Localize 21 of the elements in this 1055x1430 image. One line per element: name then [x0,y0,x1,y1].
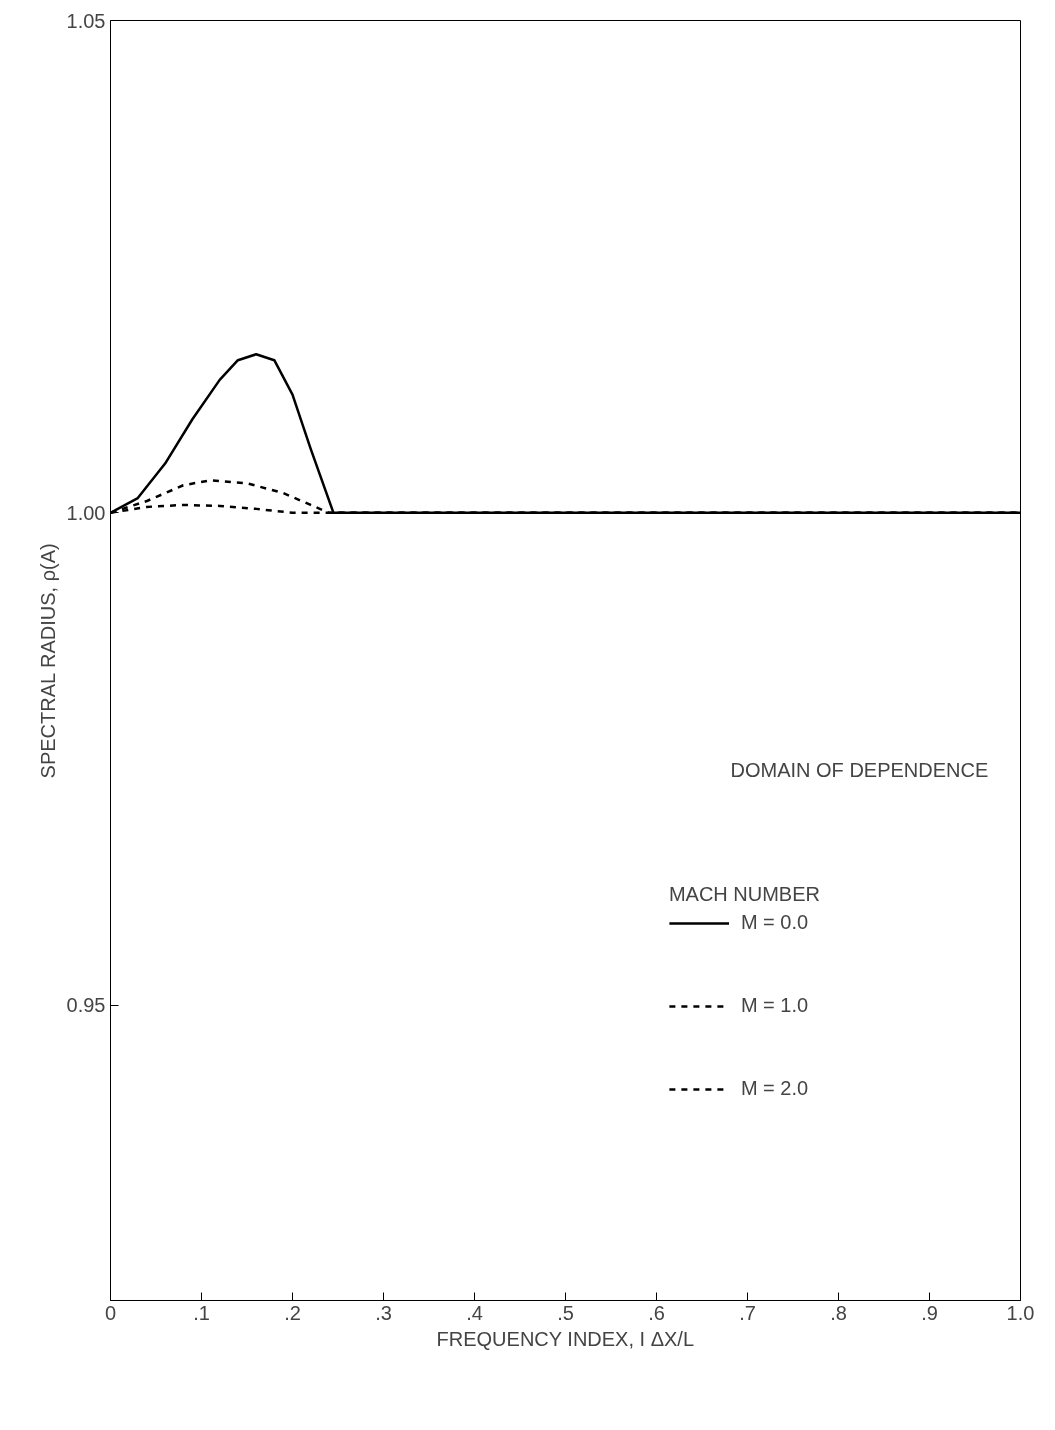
legend-label: M = 1.0 [740,994,809,1017]
x-tick-label: 0 [104,1301,117,1324]
annotation: DOMAIN OF DEPENDENCE [730,758,989,781]
x-tick-label: .1 [193,1301,210,1324]
x-tick-label: .7 [739,1301,756,1324]
legend-label: M = 2.0 [740,1077,809,1100]
x-tick-label: .4 [466,1301,483,1324]
y-tick-label: 0.95 [66,994,106,1017]
y-tick-label: 1.00 [66,501,106,524]
x-tick-label: 1.0 [1006,1301,1035,1324]
legend-label: M = 0.0 [740,911,809,934]
x-tick-label: .8 [830,1301,847,1324]
y-tick-label: 1.05 [66,9,106,32]
x-axis-title: FREQUENCY INDEX, I ΔX/L [436,1327,695,1350]
x-tick-label: .6 [648,1301,665,1324]
legend-title: MACH NUMBER [668,883,820,906]
y-axis-title: SPECTRAL RADIUS, ρ(A) [36,543,59,779]
x-tick-label: .2 [284,1301,301,1324]
x-tick-label: .5 [557,1301,574,1324]
x-tick-label: .3 [375,1301,392,1324]
x-tick-label: .9 [921,1301,938,1324]
